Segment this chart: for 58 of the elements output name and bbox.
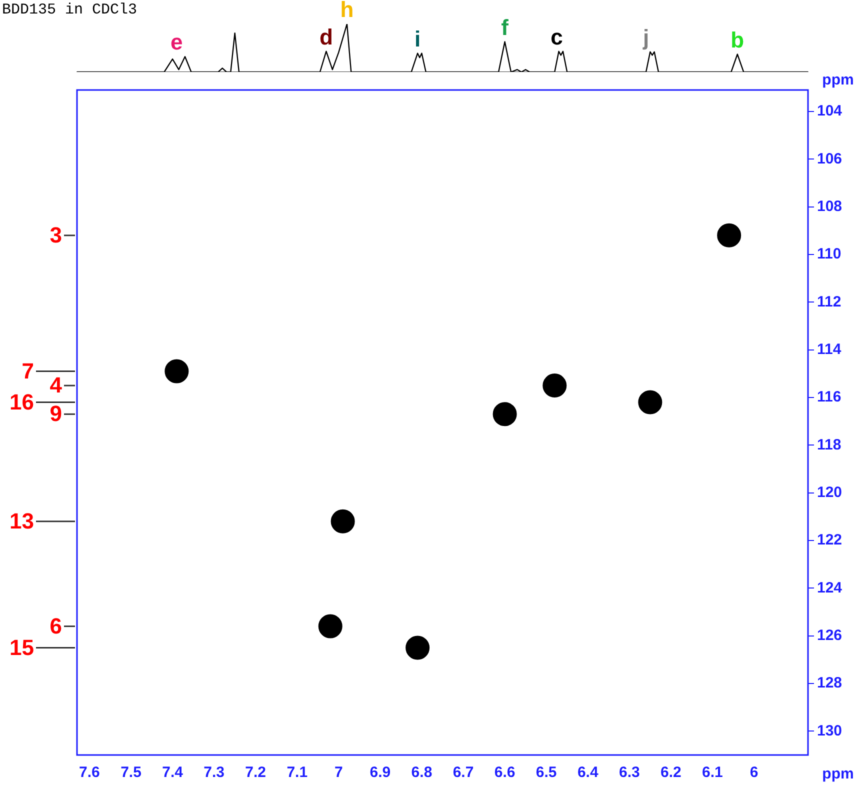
y-axis-title: ppm [822, 72, 854, 89]
annotation: f [501, 14, 510, 40]
annotation: d [319, 24, 333, 50]
x-tick-label: 6.6 [494, 764, 516, 782]
annotation: b [730, 27, 744, 52]
x-tick-label: 6 [750, 764, 758, 782]
annotation: h [340, 0, 354, 22]
x-tick-label: 6.3 [618, 764, 640, 782]
text: 9 [50, 401, 62, 426]
y-tick-label: 120 [817, 484, 842, 501]
chart-title: BDD135 in CDCl3 [2, 1, 138, 18]
x-tick-label: 6.5 [536, 764, 557, 782]
x-tick-label: 6.1 [702, 764, 723, 782]
text: 16 [10, 389, 34, 414]
point [542, 374, 567, 398]
x-tick-label: 7.6 [79, 764, 100, 782]
y-tick-label: 106 [817, 150, 842, 168]
point [330, 509, 355, 534]
y-tick-label: 108 [817, 198, 842, 215]
point [406, 636, 430, 660]
text: 4 [50, 372, 63, 398]
x-tick-label: 7.5 [120, 764, 142, 782]
y-tick-label: 128 [817, 674, 842, 692]
text: 3 [50, 222, 62, 248]
y-tick-label: 118 [817, 436, 842, 454]
x-tick-label: 6.7 [452, 764, 474, 782]
point [318, 614, 342, 638]
x-axis-title: ppm [822, 766, 854, 783]
y-tick-label: 124 [817, 579, 843, 596]
y-tick-label: 104 [817, 102, 843, 120]
y-tick-label: 110 [817, 246, 842, 263]
text: 6 [50, 613, 62, 638]
x-tick-label: 6.8 [411, 764, 432, 782]
y-tick-label: 130 [817, 722, 842, 740]
text: 7 [22, 358, 34, 384]
x-tick-label: 7.2 [245, 764, 266, 782]
point [164, 359, 189, 384]
text: 15 [10, 634, 34, 660]
x-tick-label: 7.1 [286, 764, 308, 782]
annotation: c [550, 24, 563, 50]
x-tick-label: 7.3 [204, 764, 224, 782]
x-tick-label: 6.4 [577, 764, 599, 782]
y-tick-label: 114 [817, 340, 842, 358]
y-tick-label: 122 [817, 532, 842, 549]
x-tick-label: 6.9 [370, 764, 391, 782]
x-tick-label: 6.2 [660, 764, 682, 782]
y-tick-label: 126 [817, 626, 842, 644]
y-tick-label: 112 [817, 293, 842, 310]
point [717, 223, 742, 248]
y-tick-label: 116 [817, 388, 842, 406]
annotation: j [642, 24, 650, 50]
x-tick-label: 7.4 [162, 764, 184, 782]
text: 13 [10, 508, 34, 534]
point [638, 390, 662, 414]
annotation: i [414, 26, 421, 52]
x-tick-label: 7 [334, 764, 343, 782]
annotation: e [170, 30, 183, 55]
point [492, 402, 517, 426]
